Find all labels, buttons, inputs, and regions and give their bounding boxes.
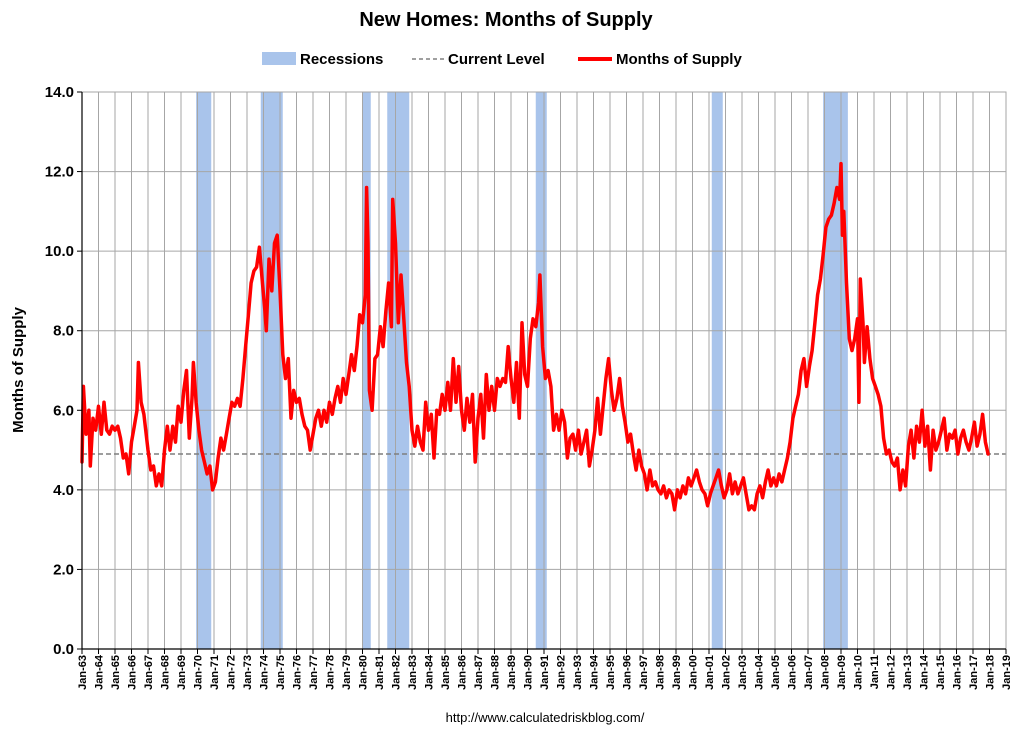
x-tick-label: Jan-92 — [556, 655, 568, 690]
x-tick-label: Jan-91 — [539, 655, 551, 690]
x-tick-label: Jan-76 — [292, 655, 304, 690]
months-of-supply-line — [80, 161, 990, 512]
recession-band — [711, 92, 723, 649]
x-tick-label: Jan-98 — [655, 655, 667, 690]
x-tick-label: Jan-14 — [919, 654, 931, 690]
recession-band — [535, 92, 547, 649]
x-tick-label: Jan-02 — [721, 655, 733, 690]
source-url: http://www.calculatedriskblog.com/ — [446, 710, 645, 725]
x-tick-label: Jan-69 — [176, 655, 188, 690]
x-tick-label: Jan-00 — [688, 655, 700, 690]
x-tick-label: Jan-07 — [803, 655, 815, 690]
x-tick-label: Jan-12 — [886, 655, 898, 690]
y-tick-label: 6.0 — [53, 402, 74, 419]
legend-swatch-recessions — [262, 52, 296, 65]
x-tick-labels: Jan-63 Jan-64 Jan-65 Jan-66 Jan-67 Jan-68 Jan-… — [77, 649, 1012, 690]
x-tick-label: Jan-84 — [424, 654, 436, 690]
x-tick-label: Jan-87 — [473, 655, 485, 690]
x-tick-label: Jan-75 — [275, 655, 287, 690]
x-tick-label: Jan-66 — [127, 655, 139, 690]
x-tick-label: Jan-67 — [143, 655, 155, 690]
x-tick-label: Jan-85 — [440, 655, 452, 690]
x-tick-label: Jan-93 — [572, 655, 584, 690]
x-tick-label: Jan-80 — [358, 655, 370, 690]
x-tick-label: Jan-09 — [836, 655, 848, 690]
x-tick-label: Jan-74 — [259, 654, 271, 690]
y-tick-label: 0.0 — [53, 641, 74, 658]
x-tick-label: Jan-18 — [985, 655, 997, 690]
recession-bands — [196, 92, 848, 649]
x-tick-label: Jan-72 — [226, 655, 238, 690]
x-tick-label: Jan-03 — [737, 655, 749, 690]
y-tick-label: 14.0 — [45, 84, 74, 101]
recession-band — [196, 92, 212, 649]
x-tick-label: Jan-95 — [605, 655, 617, 690]
y-axis-label: Months of Supply — [10, 306, 27, 432]
recession-band — [362, 92, 371, 649]
x-tick-label: Jan-71 — [209, 655, 221, 690]
x-tick-label: Jan-19 — [1001, 655, 1012, 690]
y-tick-label: 2.0 — [53, 561, 74, 578]
x-tick-label: Jan-94 — [589, 654, 601, 690]
x-tick-label: Jan-97 — [638, 655, 650, 690]
legend: Recessions Current Level Months of Suppl… — [262, 51, 742, 68]
x-tick-label: Jan-06 — [787, 655, 799, 690]
x-tick-label: Jan-17 — [968, 655, 980, 690]
recession-band — [823, 92, 848, 649]
x-tick-label: Jan-63 — [77, 655, 89, 690]
x-tick-label: Jan-68 — [160, 655, 172, 690]
x-tick-label: Jan-79 — [341, 655, 353, 690]
x-tick-label: Jan-88 — [490, 655, 502, 690]
x-tick-label: Jan-08 — [820, 655, 832, 690]
x-tick-label: Jan-89 — [506, 655, 518, 690]
x-tick-label: Jan-99 — [671, 655, 683, 690]
x-tick-label: Jan-70 — [193, 655, 205, 690]
recession-band — [260, 92, 283, 649]
chart-title: New Homes: Months of Supply — [359, 9, 653, 31]
x-tick-label: Jan-11 — [869, 655, 881, 689]
x-tick-label: Jan-64 — [94, 654, 106, 690]
legend-label-current-level: Current Level — [448, 51, 545, 68]
x-tick-label: Jan-78 — [325, 655, 337, 690]
legend-label-recessions: Recessions — [300, 51, 383, 68]
x-tick-label: Jan-82 — [391, 655, 403, 690]
x-tick-label: Jan-90 — [523, 655, 535, 690]
x-tick-label: Jan-86 — [457, 655, 469, 690]
x-tick-label: Jan-13 — [902, 655, 914, 690]
x-tick-label: Jan-01 — [704, 655, 716, 690]
y-tick-label: 10.0 — [45, 243, 74, 260]
x-tick-label: Jan-83 — [407, 655, 419, 690]
x-tick-label: Jan-05 — [770, 655, 782, 690]
x-tick-label: Jan-15 — [935, 655, 947, 690]
y-tick-label: 8.0 — [53, 323, 74, 340]
x-tick-label: Jan-73 — [242, 655, 254, 690]
x-tick-label: Jan-96 — [622, 655, 634, 690]
x-tick-label: Jan-16 — [952, 655, 964, 690]
x-tick-label: Jan-81 — [374, 655, 386, 690]
x-tick-label: Jan-77 — [308, 655, 320, 690]
y-tick-label: 4.0 — [53, 482, 74, 499]
x-tick-label: Jan-04 — [754, 654, 766, 690]
y-tick-label: 12.0 — [45, 164, 74, 181]
x-tick-label: Jan-10 — [853, 655, 865, 690]
x-tick-label: Jan-65 — [110, 655, 122, 690]
series-layer — [80, 161, 990, 512]
y-tick-labels: 0.0 2.0 4.0 6.0 8.0 10.0 12.0 14.0 — [45, 84, 82, 658]
legend-label-months-of-supply: Months of Supply — [616, 51, 742, 68]
